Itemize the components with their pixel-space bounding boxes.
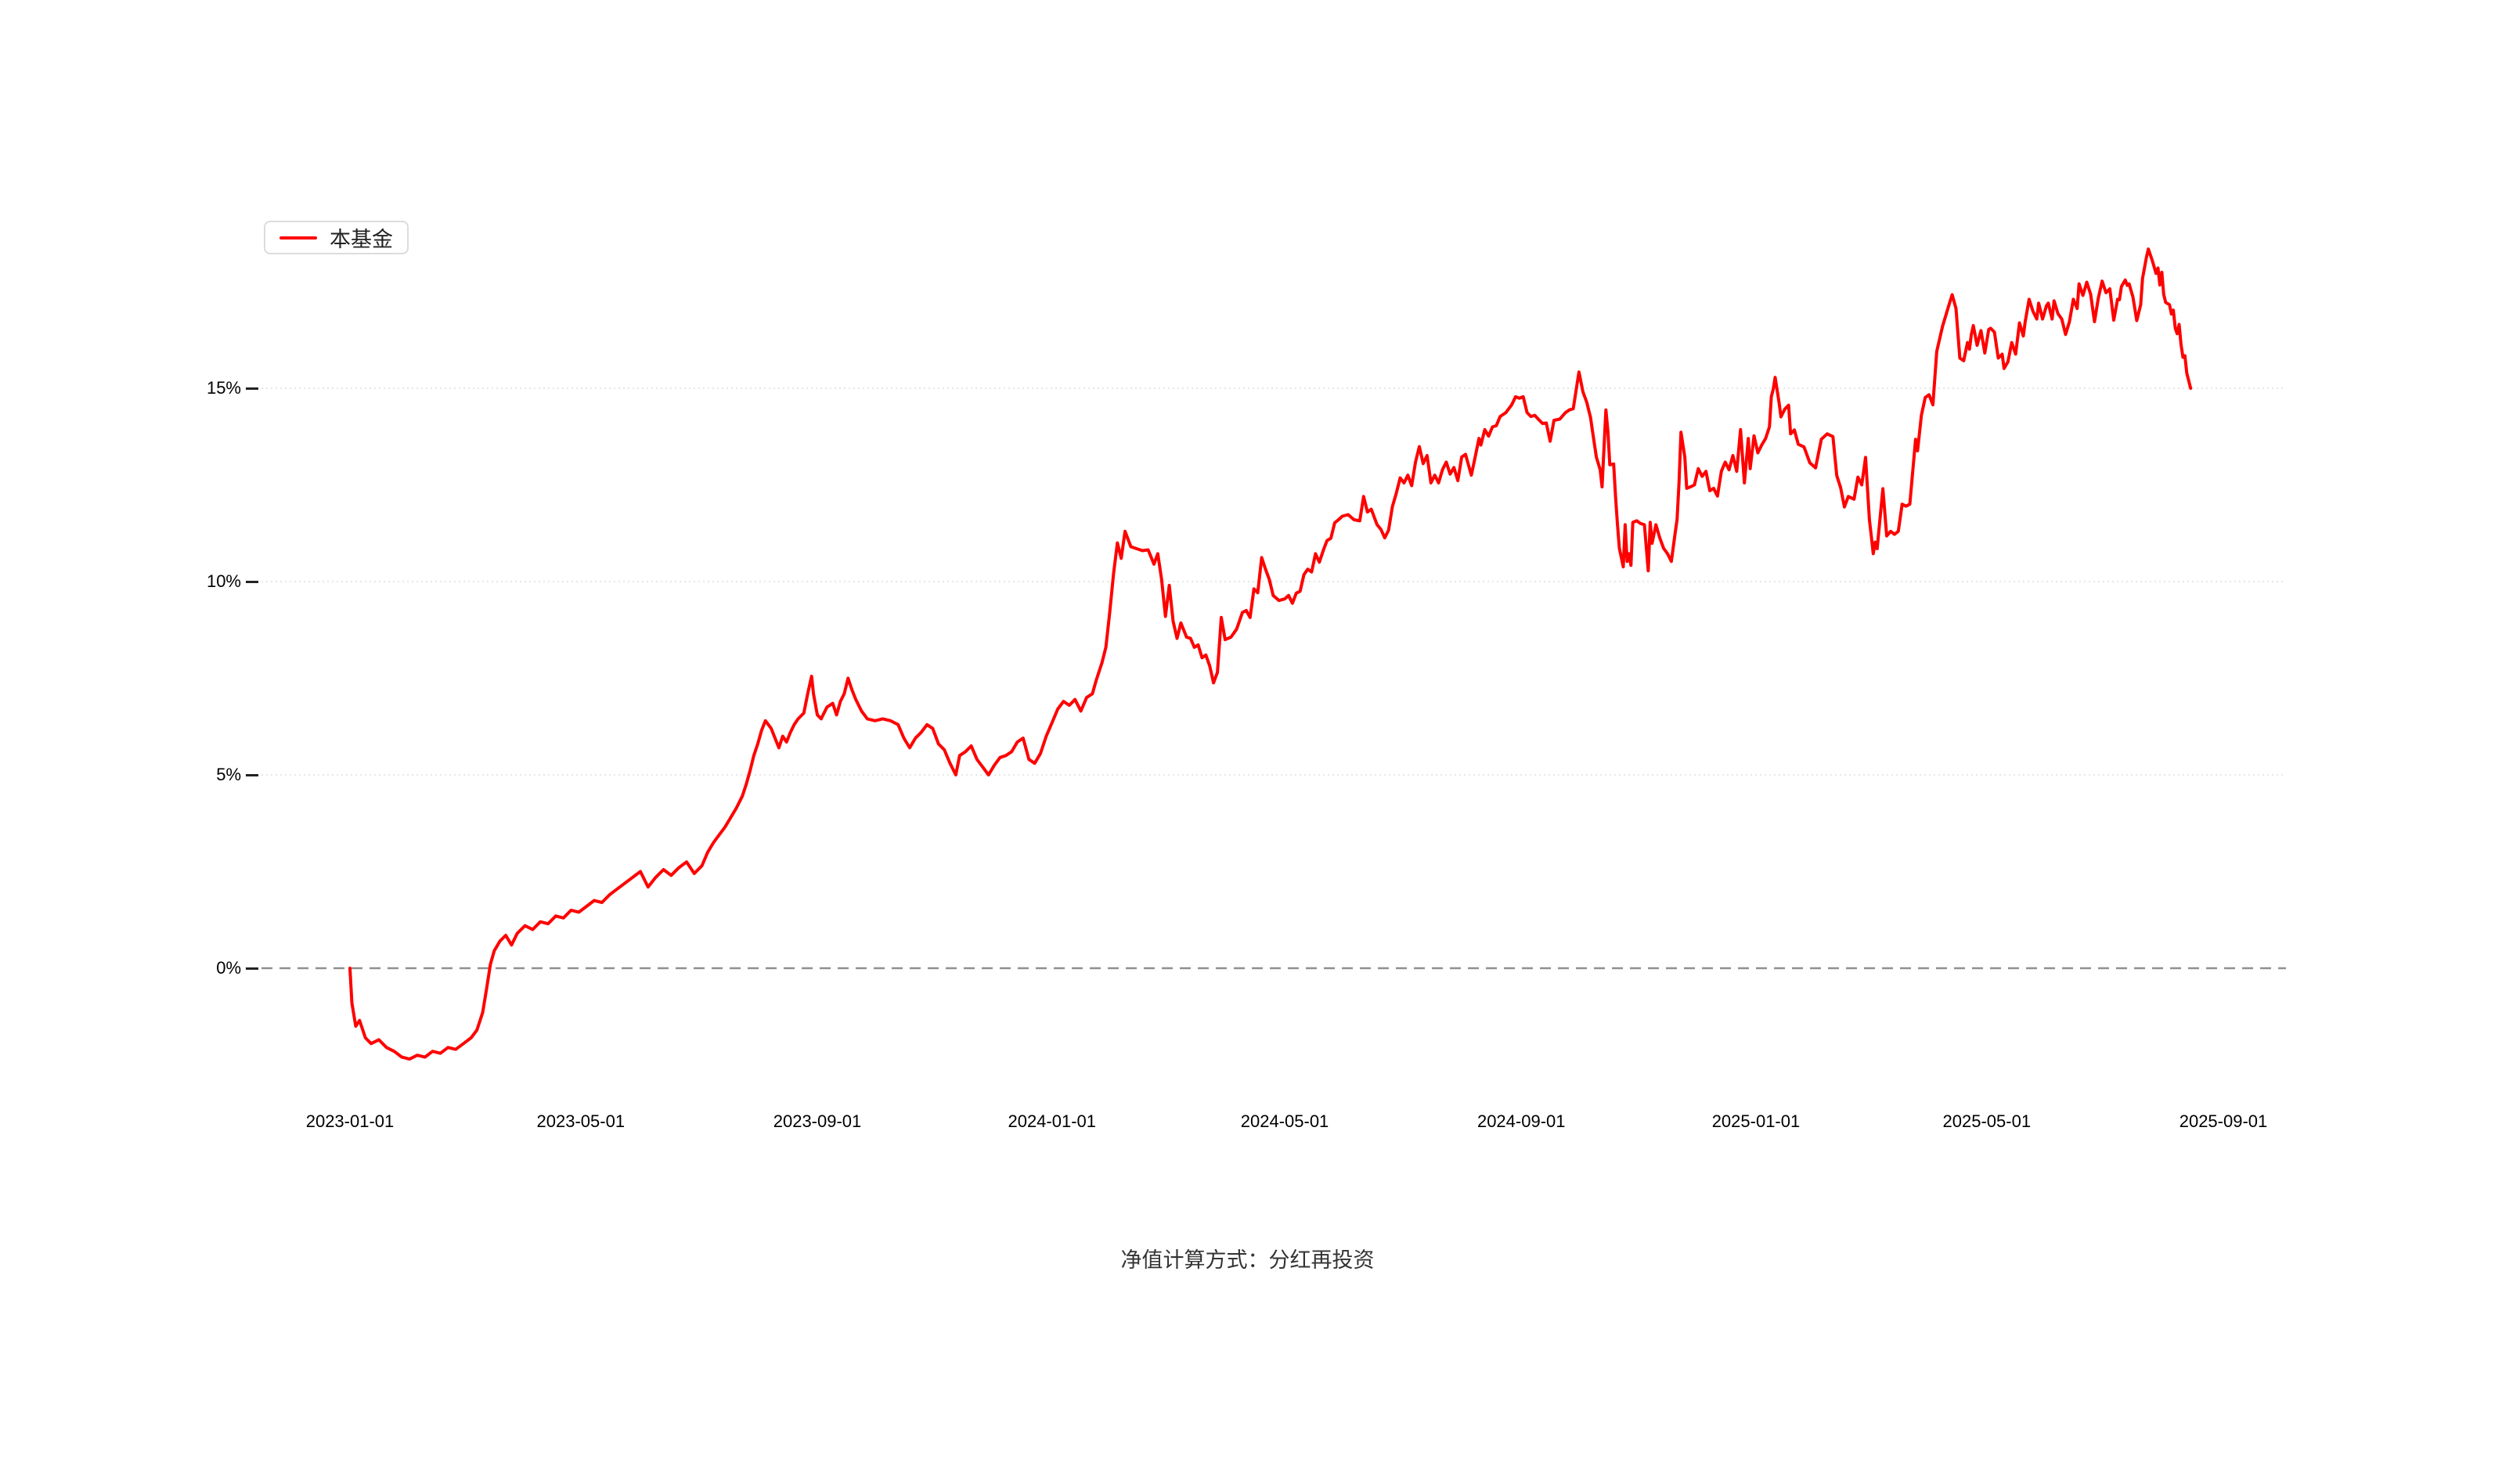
y-tick-label: 10% bbox=[206, 571, 241, 591]
chart-footnote: 净值计算方式：分红再投资 bbox=[1120, 1248, 1375, 1272]
legend-line-swatch bbox=[279, 236, 317, 240]
x-tick-label: 2025-09-01 bbox=[2179, 1111, 2268, 1131]
x-tick-label: 2023-01-01 bbox=[305, 1111, 395, 1131]
y-tick-mark bbox=[246, 387, 258, 390]
x-tick-label: 2023-09-01 bbox=[773, 1111, 862, 1131]
x-tick-label: 2023-05-01 bbox=[536, 1111, 626, 1131]
x-tick-label: 2025-01-01 bbox=[1711, 1111, 1801, 1131]
x-tick-label: 2025-05-01 bbox=[1942, 1111, 2032, 1131]
y-tick-mark bbox=[246, 967, 258, 970]
fund-line bbox=[348, 247, 2193, 1061]
x-tick-label: 2024-01-01 bbox=[1008, 1111, 1097, 1131]
y-tick-mark bbox=[246, 580, 258, 583]
legend[interactable]: 本基金 bbox=[264, 221, 409, 254]
y-tick-label: 15% bbox=[206, 378, 241, 398]
x-tick-label: 2024-09-01 bbox=[1476, 1111, 1566, 1131]
y-tick-label: 0% bbox=[216, 958, 241, 978]
y-tick-mark bbox=[246, 773, 258, 776]
legend-series-label: 本基金 bbox=[330, 228, 393, 251]
y-tick-label: 5% bbox=[216, 765, 241, 784]
x-tick-label: 2024-05-01 bbox=[1240, 1111, 1329, 1131]
